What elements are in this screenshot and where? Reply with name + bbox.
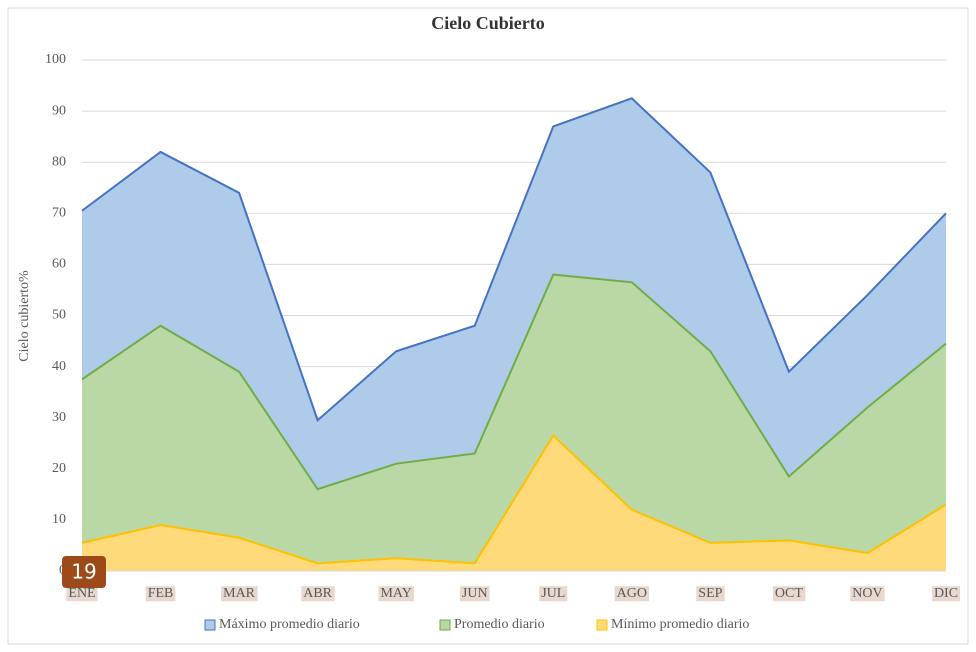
area-line <box>81 273 947 491</box>
x-tick-label: MAY <box>380 586 411 601</box>
badge <box>62 556 106 588</box>
y-tick-label: 90 <box>52 103 66 118</box>
y-tick-label: 50 <box>52 308 66 323</box>
label-highlight <box>301 586 335 602</box>
y-tick-label: 40 <box>52 359 66 374</box>
label-highlight <box>459 586 490 602</box>
y-tick-label: 20 <box>52 461 66 476</box>
y-axis-label: Cielo cubierto% <box>17 270 32 362</box>
label-highlight <box>696 586 725 602</box>
x-tick-label: SEP <box>698 586 722 601</box>
legend-label: Mínimo promedio diario <box>611 617 749 632</box>
label-highlight <box>539 586 568 602</box>
label-highlight <box>850 586 885 602</box>
y-tick-label: 80 <box>52 154 66 169</box>
x-tick-label: ENE <box>68 586 95 601</box>
label-highlight <box>221 586 258 602</box>
y-tick-label: 60 <box>52 257 66 272</box>
x-tick-label: DIC <box>934 586 958 601</box>
legend-swatch <box>204 619 216 631</box>
x-tick-label: NOV <box>852 586 882 601</box>
label-highlight <box>145 586 176 602</box>
label-highlight <box>614 586 649 602</box>
label-highlight <box>66 586 98 602</box>
chart-title: Cielo Cubierto <box>431 13 544 33</box>
area-line <box>81 97 947 422</box>
area-fill <box>82 274 946 571</box>
legend-label: Máximo promedio diario <box>219 617 360 632</box>
badge-text: 19 <box>71 560 96 584</box>
x-tick-label: MAR <box>223 586 256 601</box>
legend-label: Promedio diario <box>454 617 545 632</box>
y-tick-label: 10 <box>52 512 66 527</box>
area-fill <box>82 435 946 571</box>
legend-swatch <box>439 619 451 631</box>
label-highlight <box>931 586 961 602</box>
legend-swatch <box>596 619 608 631</box>
area-line <box>81 434 947 565</box>
y-tick-label: 30 <box>52 410 66 425</box>
x-tick-label: JUN <box>462 586 488 601</box>
x-tick-label: ABR <box>303 586 332 601</box>
label-highlight <box>772 586 806 602</box>
x-tick-label: OCT <box>775 586 803 601</box>
x-tick-label: AGO <box>617 586 647 601</box>
y-tick-label: 70 <box>52 206 66 221</box>
x-tick-label: JUL <box>541 586 565 601</box>
x-tick-label: FEB <box>148 586 174 601</box>
label-highlight <box>378 586 414 602</box>
y-tick-label: 100 <box>45 52 66 67</box>
